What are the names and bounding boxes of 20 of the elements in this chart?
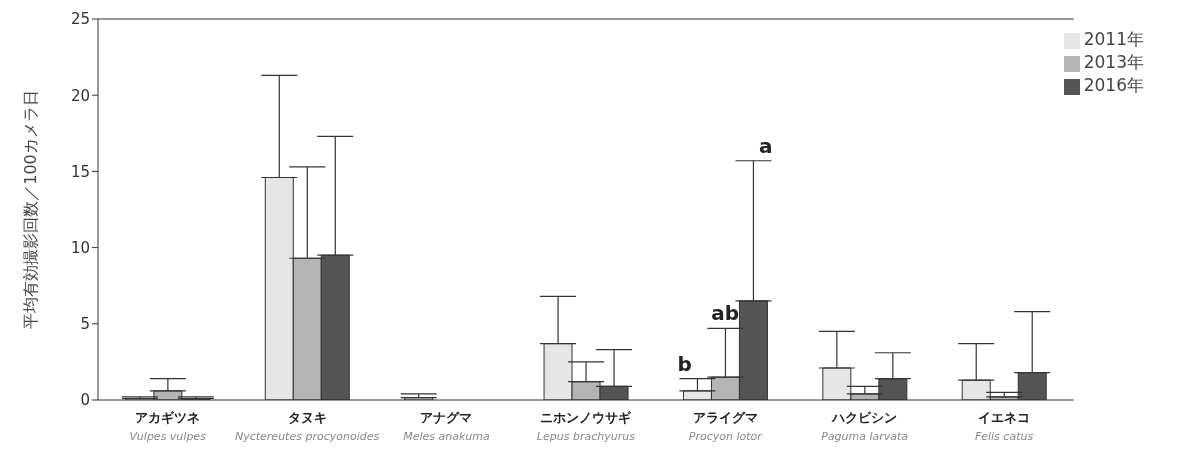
y-tick-label: 15	[70, 162, 90, 181]
x-tick-label: アナグマ Meles anakuma	[403, 410, 491, 443]
y-tick-label: 5	[80, 315, 90, 334]
legend-label: 2013年	[1083, 52, 1144, 72]
y-tick-label: 0	[80, 391, 90, 410]
legend-label: 2016年	[1083, 75, 1144, 95]
x-tick-label: アカギツネ Vulpes vulpes	[129, 410, 207, 443]
x-tick-label: アライグマ Procyon lotor	[688, 410, 764, 443]
annotation: ab	[711, 301, 740, 326]
legend-label: 2011年	[1083, 29, 1144, 49]
x-tick-label: ニホンノウサギ Lepus brachyurus	[536, 410, 636, 443]
annotation: b	[677, 351, 692, 376]
x-tick-label: タヌキ Nyctereutes procyonoides	[234, 410, 380, 443]
annotation: a	[759, 133, 773, 158]
x-tick-label: イエネコ Felis catus	[974, 410, 1034, 443]
y-axis-title: 平均有効撮影回数／100カメラ日	[20, 90, 40, 329]
y-tick-label: 20	[70, 86, 90, 105]
y-tick-label: 10	[70, 238, 90, 257]
x-tick-label: ハクビシン Paguma larvata	[821, 410, 909, 443]
y-tick-label: 25	[70, 10, 90, 29]
